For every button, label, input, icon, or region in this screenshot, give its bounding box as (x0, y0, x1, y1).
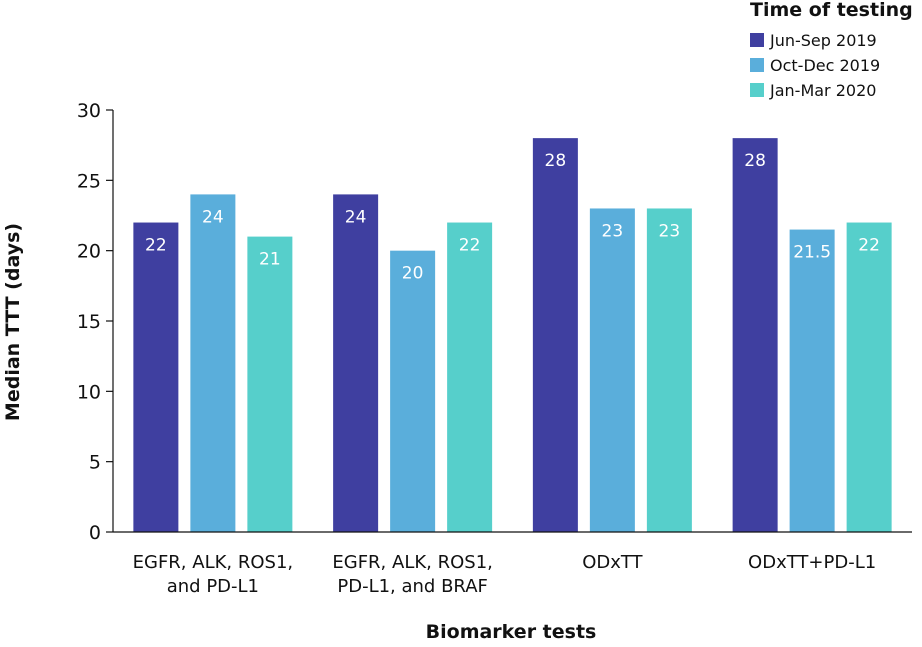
bar (646, 208, 692, 532)
bar (333, 194, 379, 532)
y-tick-label: 20 (77, 241, 101, 263)
x-category-label: ODxTT (582, 552, 643, 573)
legend-swatch (750, 58, 764, 72)
bar (589, 208, 635, 532)
bar-value-label: 21.5 (793, 243, 831, 263)
x-category-label-line: EGFR, ALK, ROS1, (332, 552, 493, 573)
bar-value-label: 21 (259, 250, 281, 270)
bars-group: 22 24 21 24 20 22 28 23 23 28 21.5 22 (133, 138, 892, 533)
bar-value-label: 28 (744, 151, 766, 171)
bar (190, 194, 236, 532)
x-category-label: ODxTT+PD-L1 (748, 552, 876, 573)
bar (789, 229, 835, 533)
legend-title: Time of testing (750, 0, 913, 21)
x-category-label: EGFR, ALK, ROS1, and PD-L1 (133, 552, 294, 597)
bar-value-label: 23 (659, 221, 681, 241)
x-axis-title: Biomarker tests (426, 621, 597, 643)
legend-label: Jan-Mar 2020 (769, 81, 876, 100)
bar-value-label: 24 (345, 207, 367, 227)
bar-value-label: 23 (602, 221, 624, 241)
legend-swatch (750, 33, 764, 47)
bar (532, 138, 578, 532)
y-tick-label: 0 (89, 522, 101, 544)
x-category-label-line: ODxTT+PD-L1 (748, 552, 876, 573)
bar-value-label: 24 (202, 207, 224, 227)
y-axis-title: Median TTT (days) (2, 223, 24, 421)
bar-value-label: 22 (145, 236, 167, 256)
legend-label: Oct-Dec 2019 (770, 56, 880, 75)
y-tick-label: 25 (77, 170, 101, 192)
y-tick-label: 10 (77, 381, 101, 403)
y-tick-label: 30 (77, 100, 101, 122)
bar (247, 236, 293, 532)
x-category-label-line: ODxTT (582, 552, 643, 573)
x-category-label-line: EGFR, ALK, ROS1, (133, 552, 294, 573)
bar-value-label: 22 (858, 236, 880, 256)
bar (133, 222, 179, 533)
bar (732, 138, 778, 532)
bar-value-label: 20 (402, 264, 424, 284)
legend-label: Jun-Sep 2019 (769, 31, 877, 50)
legend-swatch (750, 83, 764, 97)
y-axis: 0 5 10 15 20 25 30 (77, 100, 114, 544)
x-category-label-line: PD-L1, and BRAF (337, 576, 488, 597)
bar (390, 250, 436, 532)
bar-value-label: 22 (459, 236, 481, 256)
y-tick-label: 15 (77, 311, 101, 333)
bar-value-label: 28 (545, 151, 567, 171)
x-category-label-line: and PD-L1 (167, 576, 259, 597)
y-tick-label: 5 (89, 452, 101, 474)
bar (846, 222, 892, 533)
legend: Time of testing Jun-Sep 2019 Oct-Dec 2019… (750, 0, 913, 100)
bar (447, 222, 493, 533)
x-category-label: EGFR, ALK, ROS1, PD-L1, and BRAF (332, 552, 493, 597)
